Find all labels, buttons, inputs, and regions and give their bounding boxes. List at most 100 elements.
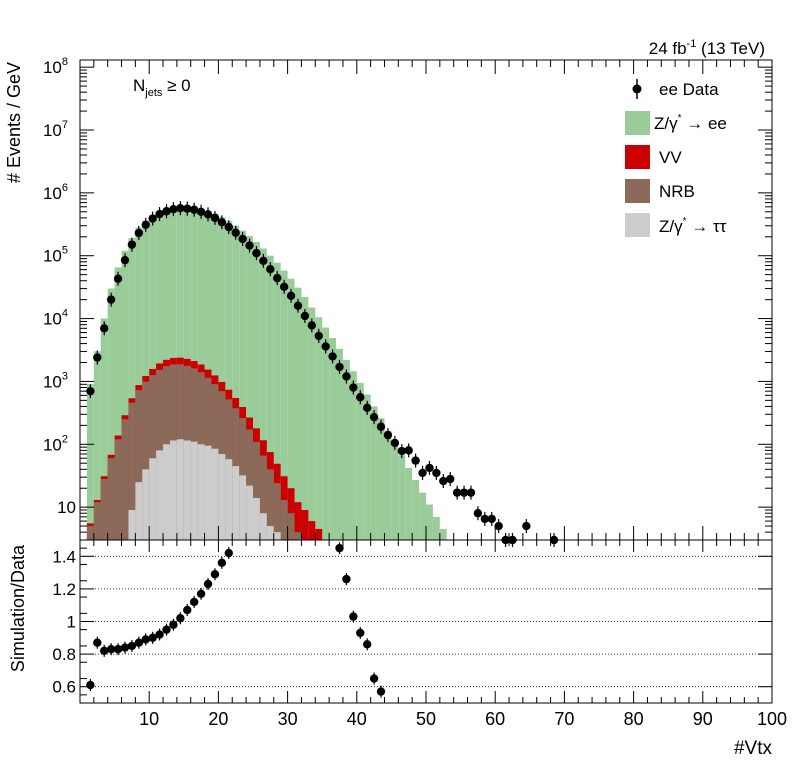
ratio-point	[169, 620, 178, 629]
zee-bar	[218, 217, 226, 541]
zee-bar	[412, 480, 420, 540]
nrb-bar	[294, 532, 302, 540]
data-point	[349, 383, 358, 392]
ztt-bar	[128, 510, 136, 540]
ztt-bar	[135, 482, 143, 540]
vv-bar	[315, 528, 323, 540]
zee-bar	[439, 528, 447, 540]
zee-bar	[370, 406, 378, 540]
data-point	[307, 321, 317, 330]
ztt-bar	[149, 458, 157, 540]
data-point	[189, 205, 199, 214]
zee-bar	[135, 227, 143, 540]
ztt-bar	[266, 526, 274, 540]
x-tick-label: 50	[416, 709, 436, 729]
x-axis-title: #Vtx	[734, 738, 773, 759]
data-point	[127, 240, 137, 249]
data-point	[452, 488, 462, 497]
x-tick-label: 60	[485, 709, 505, 729]
data-point	[446, 474, 455, 484]
ratio-y-tick-label: 1.4	[52, 547, 76, 566]
data-point	[383, 430, 393, 440]
ratio-points	[86, 542, 386, 698]
ztt-bar	[218, 454, 226, 540]
data-point	[134, 228, 144, 238]
nrb-bar	[107, 458, 115, 540]
legend-vv-swatch	[625, 145, 650, 169]
nrb-bar	[280, 499, 288, 540]
zee-bar	[232, 225, 240, 541]
data-point	[106, 295, 116, 304]
y-tick-label: 105	[43, 245, 68, 266]
ratio-point	[217, 558, 227, 568]
data-point	[439, 476, 448, 486]
ratio-y-tick-label: 1	[67, 613, 76, 632]
zee-bar	[308, 307, 316, 540]
x-tick-label: 90	[693, 709, 713, 729]
ratio-point	[189, 597, 199, 607]
y-tick-label: 107	[43, 119, 68, 140]
ratio-point	[93, 638, 102, 647]
legend-zee-label: Z/γ* → ee	[654, 113, 727, 133]
zee-bar	[329, 338, 337, 540]
nrb-bar	[121, 419, 129, 540]
ratio-plot: 0.6 0.8 1 1.2 1.4 10 20 30 40 50 60 70 80 90 100	[52, 539, 787, 729]
ratio-point	[86, 680, 95, 690]
data-point	[120, 255, 130, 265]
x-tick-label: 70	[554, 709, 574, 729]
zee-bar	[419, 492, 426, 540]
zee-bar	[273, 262, 281, 540]
ztt-bar	[204, 445, 212, 540]
ztt-bar	[273, 532, 281, 540]
data-point	[252, 248, 261, 258]
zee-bar	[349, 371, 357, 540]
nrb-bar	[128, 402, 136, 540]
zee-bar	[239, 230, 247, 541]
data-point	[356, 393, 365, 402]
legend-data-marker	[632, 84, 642, 94]
ztt-bar	[232, 466, 240, 540]
legend-zee-swatch	[625, 111, 650, 135]
data-point	[418, 468, 427, 478]
zee-bar	[246, 236, 253, 540]
nrb-bar	[86, 526, 94, 540]
zee-bar	[266, 255, 274, 541]
zee-bar	[107, 288, 115, 540]
ratio-point	[376, 687, 386, 696]
njets-annotation: Njets ≥ 0	[133, 76, 191, 99]
data-point	[162, 207, 171, 216]
zee-bar	[225, 221, 233, 541]
data-point	[390, 438, 400, 448]
nrb-bar	[287, 513, 295, 540]
ratio-point	[210, 570, 220, 579]
data-points	[86, 201, 559, 547]
data-point	[203, 210, 213, 219]
ratio-y-tick-label: 0.6	[52, 678, 76, 697]
y-tick-label: 10	[57, 498, 76, 517]
ratio-point	[120, 643, 130, 652]
data-point	[432, 468, 441, 478]
data-point	[342, 372, 351, 381]
data-point	[259, 256, 268, 266]
data-point	[86, 386, 95, 396]
zee-bar	[363, 394, 371, 540]
data-point	[293, 301, 303, 310]
data-point	[238, 234, 247, 244]
zee-bar	[121, 250, 129, 540]
ratio-point	[362, 640, 372, 649]
zee-bar	[391, 442, 399, 540]
data-point	[113, 274, 123, 283]
zee-bar	[426, 504, 433, 540]
ratio-point	[349, 612, 358, 621]
ratio-point	[141, 635, 150, 644]
zee-bar	[114, 267, 122, 540]
nrb-bar	[266, 469, 274, 540]
y-axis-title-ratio: Simulation/Data	[8, 544, 28, 672]
nrb-bar	[100, 479, 108, 540]
data-point	[321, 342, 330, 351]
data-point	[183, 204, 192, 213]
y-tick-label: 102	[43, 433, 68, 454]
vv-bar	[308, 521, 316, 540]
data-point	[169, 204, 178, 214]
